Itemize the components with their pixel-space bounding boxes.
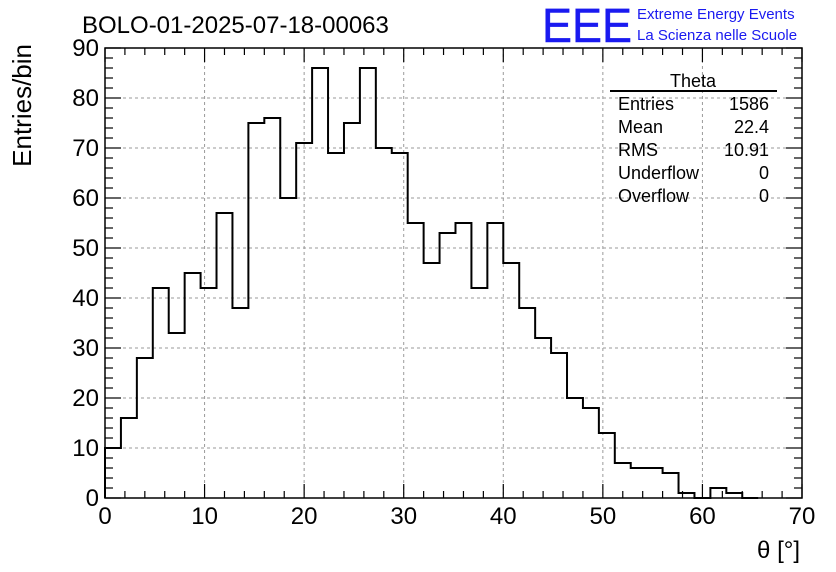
- y-tick-label: 50: [72, 235, 99, 262]
- x-tick-label: 30: [390, 503, 417, 530]
- eee-logo-mark: EEE: [542, 0, 632, 53]
- x-axis-label: θ [°]: [757, 537, 800, 564]
- stats-value: 0: [759, 163, 769, 183]
- stats-label: Entries: [618, 94, 674, 114]
- stats-value: 22.4: [734, 117, 769, 137]
- y-tick-label: 30: [72, 335, 99, 362]
- stats-label: Mean: [618, 117, 663, 137]
- stats-label: RMS: [618, 140, 658, 160]
- x-tick-label: 20: [291, 503, 318, 530]
- chart-title: BOLO-01-2025-07-18-00063: [82, 12, 389, 39]
- logo-line-1: Extreme Energy Events: [637, 6, 795, 23]
- axes: [104, 47, 803, 499]
- y-tick-label: 70: [72, 135, 99, 162]
- x-tick-label: 10: [191, 503, 218, 530]
- y-tick-label: 60: [72, 185, 99, 212]
- stats-value: 0: [759, 186, 769, 206]
- x-tick-label: 50: [590, 503, 617, 530]
- logo-line-2: La Scienza nelle Scuole: [637, 27, 797, 44]
- y-tick-label: 80: [72, 85, 99, 112]
- y-tick-label: 40: [72, 285, 99, 312]
- y-tick-label: 90: [72, 35, 99, 62]
- stats-label: Overflow: [618, 186, 690, 206]
- histogram-outline: [104, 67, 759, 499]
- stats-value: 1586: [729, 94, 769, 114]
- x-tick-label: 40: [490, 503, 517, 530]
- ticks: 0 10 20 30 40 50 60 70 0 10 20 30 40 50 60 70 80 90: [72, 35, 815, 530]
- stats-title: Theta: [670, 71, 717, 91]
- x-tick-label: 60: [689, 503, 716, 530]
- y-tick-label: 0: [86, 485, 99, 512]
- stats-value: 10.91: [724, 140, 769, 160]
- y-axis-label: Entries/bin: [7, 44, 37, 167]
- plot-frame: [104, 47, 803, 499]
- stats-label: Underflow: [618, 163, 700, 183]
- stats-box: Theta Entries 1586 Mean 22.4 RMS 10.91 Underfl…: [610, 71, 777, 206]
- grid-lines: [105, 48, 802, 498]
- histogram-bars: [104, 67, 759, 499]
- x-tick-label: 0: [98, 503, 111, 530]
- y-tick-label: 10: [72, 435, 99, 462]
- y-tick-label: 20: [72, 385, 99, 412]
- x-tick-label: 70: [789, 503, 816, 530]
